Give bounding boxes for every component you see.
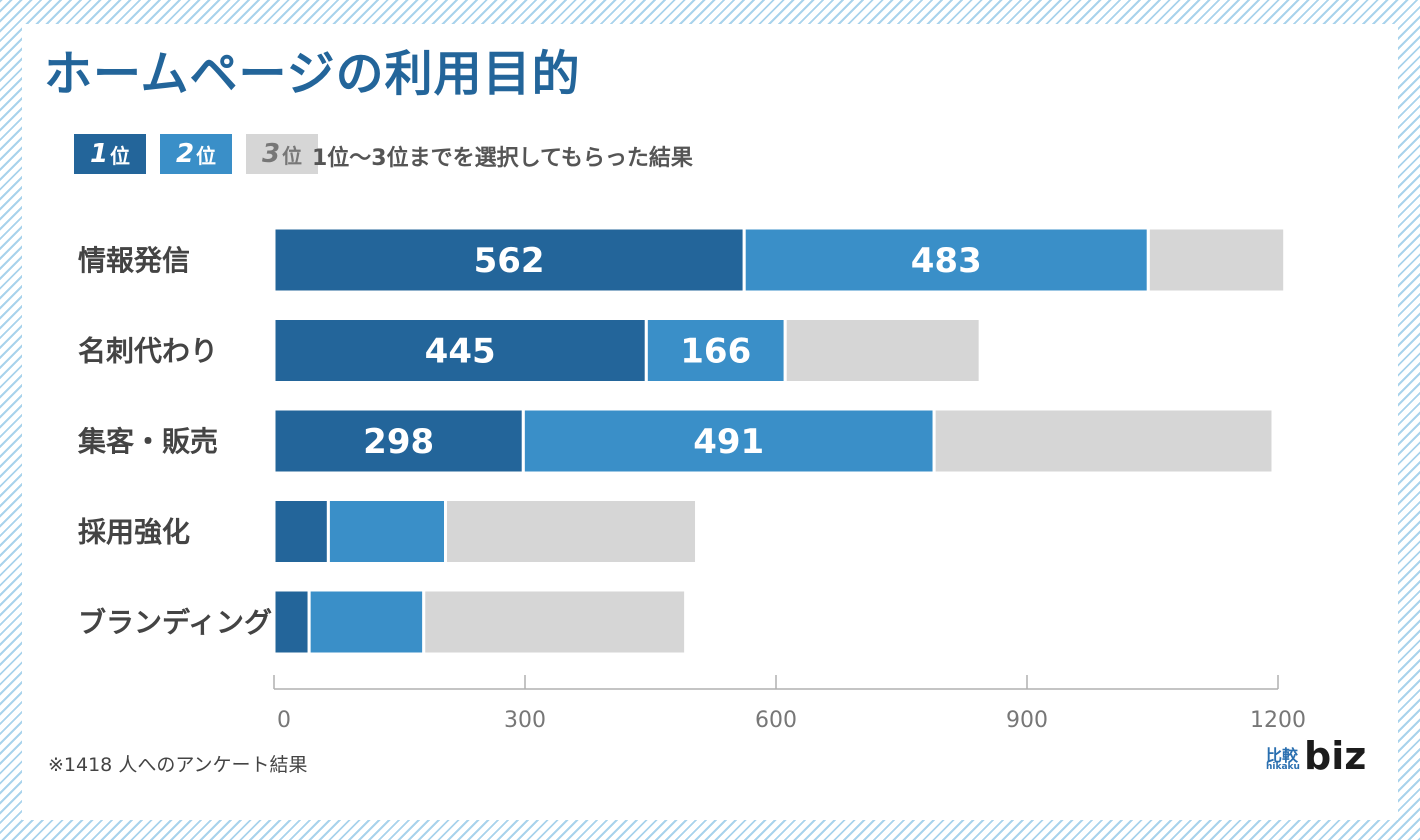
bar-1-0	[272, 226, 746, 294]
hikaku-biz-logo: 比較 hikaku biz	[1266, 734, 1366, 780]
logo-kanji: 比較	[1266, 746, 1299, 765]
page-title: ホームページの利用目的	[44, 46, 581, 102]
logo-biz: biz	[1304, 734, 1367, 778]
data-label: 445	[425, 332, 496, 372]
category-label: 集客・販売	[77, 425, 218, 458]
bar-3-1	[783, 317, 982, 384]
legend-rank1-number: 1	[89, 139, 109, 169]
logo-roma: hikaku	[1266, 762, 1300, 772]
legend-rank3-suffix: 位	[282, 143, 303, 168]
bar-1-1	[272, 317, 648, 384]
x-tick-label: 1200	[1250, 708, 1306, 733]
legend-note: 1位〜3位までを選択してもらった結果	[312, 146, 693, 171]
x-tick-label: 300	[504, 708, 546, 733]
bar-2-1	[644, 317, 787, 384]
category-label: ブランディング	[78, 606, 272, 639]
category-label: 採用強化	[78, 516, 190, 549]
bar-2-4	[307, 588, 426, 656]
x-tick-label: 600	[755, 708, 797, 733]
category-label: 情報発信	[78, 244, 190, 277]
bar-3-2	[932, 407, 1275, 475]
legend-rank1-suffix: 位	[110, 143, 131, 168]
legend-rank2-suffix: 位	[196, 143, 217, 168]
bar-2-0	[742, 226, 1150, 294]
bar-2-3	[326, 498, 448, 565]
bar-3-3	[444, 498, 699, 565]
data-label: 298	[363, 422, 434, 462]
x-tick-label: 0	[277, 708, 291, 733]
bar-1-2	[272, 407, 525, 475]
legend-rank2-number: 2	[175, 139, 195, 169]
bar-1-4	[272, 588, 311, 656]
bar-2-2	[521, 407, 936, 475]
bar-1-3	[272, 498, 330, 565]
legend-rank3-number: 3	[261, 139, 281, 169]
bar-3-4	[422, 588, 688, 656]
footnote: ※1418 人へのアンケート結果	[48, 754, 308, 776]
data-label: 483	[911, 241, 982, 281]
x-tick-label: 900	[1006, 708, 1048, 733]
data-label: 166	[680, 332, 751, 372]
data-label: 562	[474, 241, 545, 281]
bar-3-0	[1146, 226, 1287, 294]
data-label: 491	[693, 422, 764, 462]
category-label: 名刺代わり	[78, 335, 218, 368]
